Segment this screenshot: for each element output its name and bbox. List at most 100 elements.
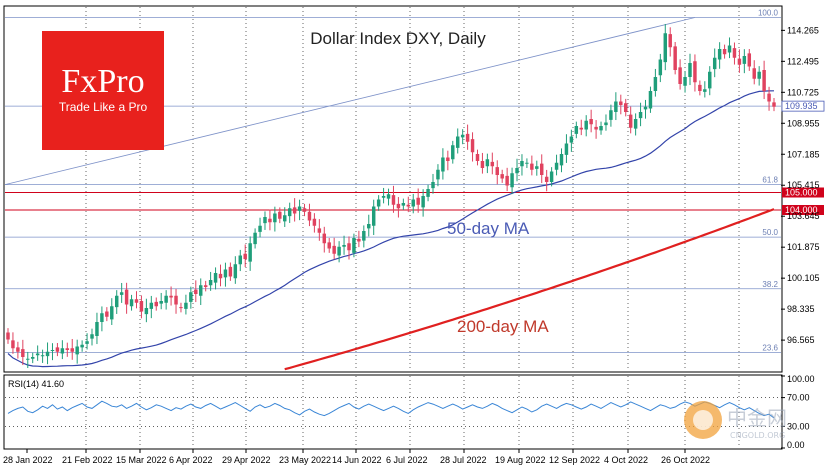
candle [159,292,163,310]
candle [124,282,129,314]
price-tick-label: 105.415 [787,180,820,190]
candle-body [747,53,752,67]
candle-body [322,233,327,244]
candle [653,68,658,97]
candle [278,207,282,224]
candle-body [609,110,613,120]
candle [767,86,771,111]
candle [633,113,638,136]
candle [11,332,15,354]
price-tick-label: 114.265 [787,25,819,35]
logo-background [42,31,164,150]
watermark-cn: 中金网 [727,406,787,430]
candle [218,264,223,287]
candle-body [703,89,707,92]
candle [287,202,292,223]
candle-body [451,145,455,160]
price-level-tag [782,205,824,215]
candle [203,280,208,292]
candle [544,169,549,192]
candle-body [772,102,776,107]
price-tick-label: 110.725 [787,87,819,97]
candle-body [213,273,218,283]
candle [703,81,707,98]
candle-body [337,246,341,256]
candle [564,134,569,163]
candle-body [722,49,727,55]
candle-body [490,161,495,167]
date-axis: 28 Jan 2022 21 Feb 2022 15 Mar 2022 6 Apr 2… [3,449,710,465]
date-label: 23 May 2022 [279,455,331,465]
candle [21,339,25,366]
candle [16,341,20,359]
candle-body [683,77,687,86]
candle [732,42,737,65]
candle-body [564,143,569,155]
candle [322,226,327,253]
candle [100,306,104,332]
candle-body [599,126,603,131]
candle-body [485,159,490,167]
ma200-annotation: 200-day MA [457,317,549,336]
candle-body [208,280,213,286]
candle-body [549,171,554,182]
candle-body [574,126,579,134]
rsi-tick-label: 0.00 [787,440,805,450]
candle [549,167,554,187]
candle [737,49,742,73]
candle-body [619,101,623,105]
candle-body [327,242,331,249]
price-axis: 114.265 112.495 110.725 108.955 107.185 105.4… [781,25,820,345]
candle [248,236,252,271]
candle [708,66,712,96]
candle-body [520,161,524,167]
candle [149,295,154,319]
price-level-label: 104.000 [785,205,818,215]
candle [485,153,490,174]
candle-body [391,195,396,205]
candle-body [594,126,598,130]
candle [283,207,287,227]
candle-body [248,243,252,262]
candle [228,262,233,281]
trend-line [4,17,696,186]
candle-body [386,194,391,199]
candle-body [465,133,470,142]
candle [624,98,628,117]
candle [465,124,470,150]
price-tick-label: 96.565 [787,335,815,345]
candle-body [559,154,564,166]
fibonacci-levels: 100.0 61.8 50.0 38.2 23.6 [5,9,781,354]
candle-body [495,167,499,175]
candle-body [283,215,287,222]
candle [401,198,406,210]
rsi-line [7,400,775,419]
candle [658,53,663,83]
candle [584,115,588,137]
candle [258,217,262,238]
candle [55,343,60,357]
current-price-tag [781,100,825,112]
rsi-tick-label: 30.00 [787,421,810,431]
candle [722,44,727,59]
candle-body [535,166,539,169]
candle-body [624,103,628,112]
candle-body [184,302,188,309]
candle-body [732,48,737,58]
watermark-url: CNGOLD.ORG [730,431,785,440]
candle [406,196,411,213]
candle-body [114,295,119,308]
candle-body [510,173,514,188]
candle-body [278,211,282,219]
candle-body [436,169,440,180]
candle-body [693,61,697,83]
candle [510,167,514,195]
candle-body [678,67,682,84]
candle [238,249,243,272]
candle-body [426,189,430,197]
candle [332,237,336,260]
candle [559,148,564,173]
logo-tagline: Trade Like a Pro [59,100,148,114]
candle [144,298,149,323]
candle [614,92,618,121]
